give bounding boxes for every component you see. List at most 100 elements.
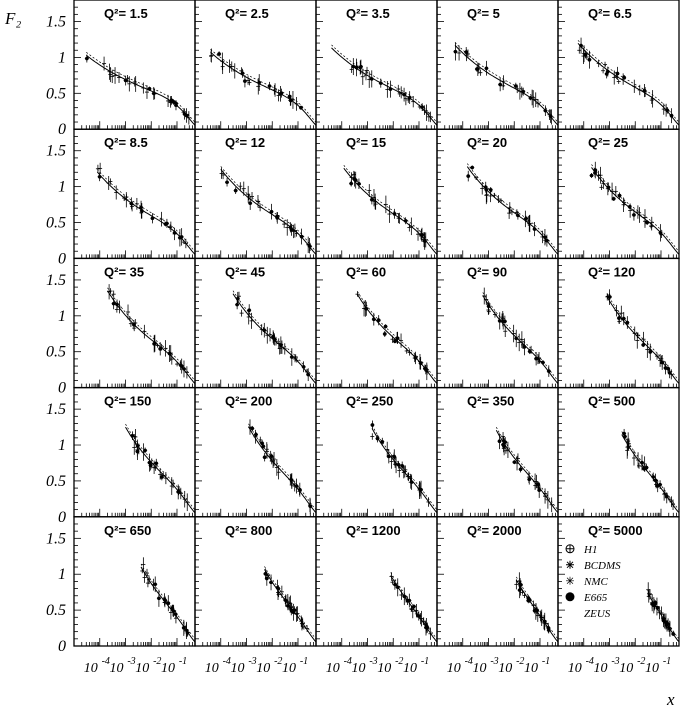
- panel-q2-label: Q²= 1200: [346, 523, 401, 538]
- data-point-dot: [182, 625, 186, 630]
- data-point-dot: [498, 82, 502, 87]
- model-curve-dashed: [220, 166, 317, 252]
- data-point-dot: [233, 188, 238, 193]
- y-tick-label: 0: [58, 638, 66, 655]
- data-point-dot: [666, 366, 670, 371]
- data-point-dot: [240, 71, 245, 76]
- panel-q2-20: Q²= 20: [436, 128, 559, 260]
- data-point-dot: [247, 308, 252, 313]
- data-point-dot: [248, 201, 253, 206]
- panel-q2-label: Q²= 60: [346, 264, 386, 279]
- x-tick-label-base: 10: [135, 661, 149, 676]
- x-tick-label-exponent: -2: [274, 656, 282, 667]
- x-tick-label: 10 -2: [498, 656, 524, 676]
- x-tick-label-exponent: -2: [153, 656, 161, 667]
- x-tick-label-base: 10: [282, 661, 296, 676]
- data-point-dot: [587, 57, 592, 62]
- data-point-dot: [162, 597, 167, 602]
- y-tick-label: 1: [58, 566, 66, 583]
- panel-q2-5000: Q²= 5000 H1 BCDMS NMC E665 ZEUS: [557, 516, 680, 647]
- data-point-dot: [178, 235, 182, 240]
- panel-q2-label: Q²= 250: [346, 394, 393, 409]
- data-point-dot: [611, 196, 616, 201]
- model-curve: [466, 166, 559, 255]
- panel-q2-label: Q²= 45: [225, 264, 265, 279]
- data-point-dot: [651, 475, 656, 479]
- data-point-dot: [299, 234, 304, 239]
- data-point-dot: [392, 212, 397, 216]
- panel-q2-label: Q²= 650: [104, 523, 151, 538]
- x-tick-label-base: 10: [568, 661, 582, 676]
- data-point-dot: [642, 466, 646, 471]
- data-point-dot: [409, 480, 414, 484]
- data-point-dot: [299, 105, 303, 110]
- data-point-dot: [501, 442, 505, 447]
- panel-q2-25: Q²= 25: [557, 128, 680, 260]
- x-tick-label-exponent: -1: [542, 656, 550, 667]
- data-point-dot: [416, 614, 421, 618]
- data-point-dot: [420, 105, 424, 109]
- panel-q2-label: Q²= 2.5: [225, 6, 269, 21]
- x-tick-label-base: 10: [498, 661, 512, 676]
- data-point-dot: [307, 243, 312, 248]
- y-tick-label: 0: [58, 250, 66, 267]
- data-point-dot: [243, 79, 247, 83]
- data-point-dot: [140, 209, 144, 213]
- data-point-dot: [514, 84, 518, 88]
- panel-q2-label: Q²= 120: [588, 264, 635, 279]
- data-point-dot: [179, 364, 184, 368]
- data-point-dot: [395, 585, 400, 590]
- data-point-dot: [292, 608, 297, 612]
- data-point-dot: [150, 216, 155, 221]
- data-point-dot: [615, 71, 620, 76]
- data-point-dot: [171, 609, 176, 613]
- data-point-dot: [548, 114, 553, 118]
- data-point-dot: [157, 596, 161, 601]
- data-point-dot: [376, 318, 381, 323]
- data-point-dot: [306, 372, 310, 377]
- data-point-dot: [407, 95, 412, 100]
- panel-q2-label: Q²= 20: [467, 135, 507, 150]
- panel-q2-label: Q²= 90: [467, 264, 507, 279]
- panel-q2-label: Q²= 800: [225, 523, 272, 538]
- panel-q2-2_5: Q²= 2.5: [194, 0, 317, 130]
- data-point-dot: [378, 81, 383, 85]
- x-tick-label-exponent: -1: [300, 656, 308, 667]
- data-point-dot: [655, 484, 660, 488]
- data-point-dot: [358, 65, 363, 70]
- y-tick-label: 1: [58, 179, 66, 196]
- data-point-dot: [655, 606, 660, 610]
- panel-q2-label: Q²= 25: [588, 135, 628, 150]
- panel-q2-label: Q²= 500: [588, 394, 635, 409]
- model-curve: [85, 54, 196, 126]
- data-point-dot: [665, 108, 670, 113]
- panel-q2-60: Q²= 60: [315, 257, 438, 389]
- model-curve: [591, 167, 680, 255]
- data-point-dot: [254, 432, 258, 437]
- data-point-dot: [527, 349, 532, 354]
- model-curve: [248, 426, 317, 514]
- y-tick-label: 1: [58, 49, 66, 66]
- panel-q2-label: Q²= 5: [467, 6, 500, 21]
- data-point-dot: [392, 454, 396, 459]
- data-point-dot: [148, 463, 153, 468]
- x-tick-label-base: 10: [205, 661, 219, 676]
- legend-label-zeus: ZEUS: [584, 608, 611, 620]
- data-point-dot: [466, 174, 471, 178]
- x-tick-label: 10 -4: [326, 656, 352, 676]
- y-tick-label: 1: [58, 308, 66, 325]
- data-point-dot: [269, 209, 274, 214]
- data-point-dot: [260, 441, 264, 445]
- model-curve-dashed: [606, 293, 680, 381]
- data-point-dot: [383, 324, 388, 329]
- x-tick-label-base: 10: [645, 661, 659, 676]
- data-point-dot: [625, 320, 630, 325]
- data-point-dot: [275, 215, 279, 219]
- x-tick-label-exponent: -3: [611, 656, 619, 667]
- data-point-dot: [129, 201, 134, 206]
- x-tick-label-exponent: -3: [369, 656, 377, 667]
- y-tick-label: 0.5: [46, 85, 66, 102]
- data-point-dot: [642, 88, 647, 93]
- x-tick-label: 10 -3: [231, 656, 257, 676]
- data-point-dot: [279, 91, 284, 95]
